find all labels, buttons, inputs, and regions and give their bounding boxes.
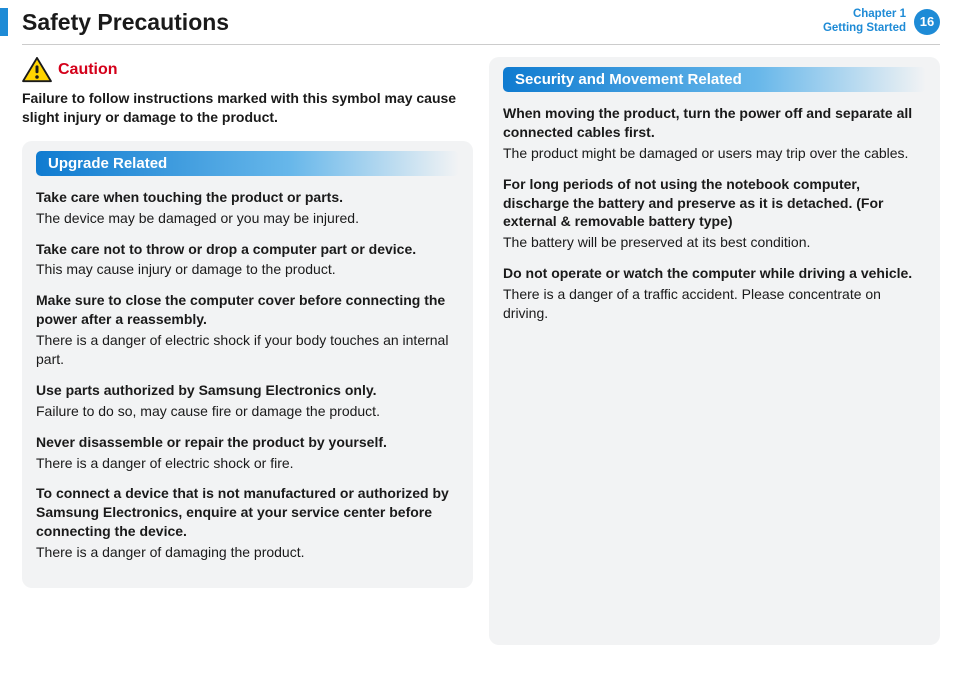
item-body-text: There is a danger of electric shock if y… [36, 331, 459, 369]
page-header: Safety Precautions Chapter 1 Getting Sta… [0, 0, 954, 42]
item-body-text: This may cause injury or damage to the p… [36, 260, 459, 279]
caution-label: Caution [58, 61, 118, 79]
item-bold-text: To connect a device that is not manufact… [36, 484, 459, 541]
item-bold-text: For long periods of not using the notebo… [503, 175, 926, 232]
list-item: Do not operate or watch the computer whi… [503, 264, 926, 323]
list-item: To connect a device that is not manufact… [36, 484, 459, 562]
header-accent-bar [0, 8, 8, 36]
item-bold-text: Never disassemble or repair the product … [36, 433, 459, 452]
item-bold-text: Take care not to throw or drop a compute… [36, 240, 459, 259]
item-body-text: There is a danger of electric shock or f… [36, 454, 459, 473]
item-body-text: There is a danger of a traffic accident.… [503, 285, 926, 323]
item-body-text: The product might be damaged or users ma… [503, 144, 926, 163]
list-item: Use parts authorized by Samsung Electron… [36, 381, 459, 421]
item-body-text: Failure to do so, may cause fire or dama… [36, 402, 459, 421]
page-number-badge: 16 [914, 9, 940, 35]
upgrade-section-card: Upgrade Related Take care when touching … [22, 141, 473, 588]
upgrade-section-heading: Upgrade Related [36, 151, 459, 176]
caution-row: Caution [22, 57, 473, 83]
right-column: Security and Movement Related When movin… [489, 57, 940, 645]
caution-triangle-icon [22, 57, 52, 83]
security-section-heading: Security and Movement Related [503, 67, 926, 92]
list-item: Take care not to throw or drop a compute… [36, 240, 459, 280]
item-body-text: The battery will be preserved at its bes… [503, 233, 926, 252]
title-wrap: Safety Precautions [0, 8, 229, 36]
item-bold-text: Make sure to close the computer cover be… [36, 291, 459, 329]
item-bold-text: Use parts authorized by Samsung Electron… [36, 381, 459, 400]
security-items-list: When moving the product, turn the power … [503, 104, 926, 323]
security-section-card: Security and Movement Related When movin… [489, 57, 940, 645]
left-column: Caution Failure to follow instructions m… [22, 57, 473, 645]
list-item: Never disassemble or repair the product … [36, 433, 459, 473]
list-item: When moving the product, turn the power … [503, 104, 926, 163]
item-bold-text: When moving the product, turn the power … [503, 104, 926, 142]
upgrade-items-list: Take care when touching the product or p… [36, 188, 459, 562]
chapter-line1: Chapter 1 [823, 8, 906, 22]
content: Caution Failure to follow instructions m… [0, 45, 954, 645]
item-bold-text: Do not operate or watch the computer whi… [503, 264, 926, 283]
list-item: Make sure to close the computer cover be… [36, 291, 459, 369]
item-body-text: The device may be damaged or you may be … [36, 209, 459, 228]
chapter-wrap: Chapter 1 Getting Started 16 [823, 8, 940, 36]
item-body-text: There is a danger of damaging the produc… [36, 543, 459, 562]
item-bold-text: Take care when touching the product or p… [36, 188, 459, 207]
list-item: For long periods of not using the notebo… [503, 175, 926, 253]
chapter-line2: Getting Started [823, 22, 906, 36]
page-title: Safety Precautions [22, 9, 229, 36]
caution-description: Failure to follow instructions marked wi… [22, 89, 473, 127]
chapter-text: Chapter 1 Getting Started [823, 8, 906, 36]
list-item: Take care when touching the product or p… [36, 188, 459, 228]
